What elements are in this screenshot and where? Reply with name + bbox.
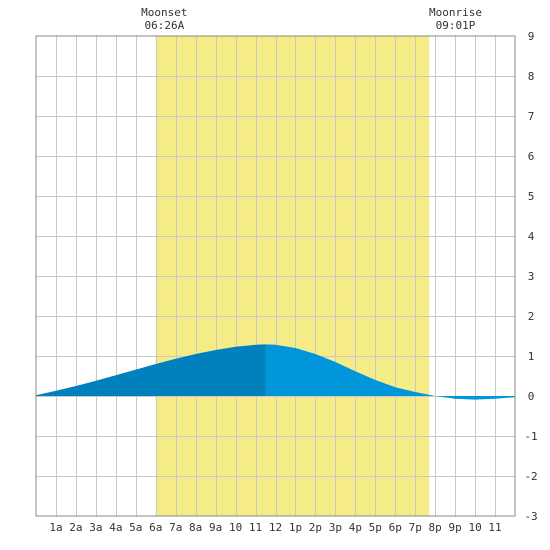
moon-event-time: 06:26A [144, 19, 184, 32]
x-tick-label: 6p [389, 521, 402, 534]
x-tick-label: 1a [49, 521, 62, 534]
y-tick-label: 5 [528, 190, 535, 203]
x-tick-label: 12 [269, 521, 282, 534]
x-tick-label: 1p [289, 521, 302, 534]
plot-frame [35, 35, 516, 517]
y-tick-label: 4 [528, 230, 535, 243]
y-tick-label: 1 [528, 350, 535, 363]
x-tick-label: 8a [189, 521, 202, 534]
x-tick-label: 11 [249, 521, 262, 534]
x-tick-label: 4a [109, 521, 122, 534]
y-tick-label: 0 [528, 390, 535, 403]
x-tick-label: 5p [369, 521, 382, 534]
y-tick-label: 8 [528, 70, 535, 83]
grid-layer [36, 36, 515, 516]
tide-area-rising [36, 344, 266, 396]
moon-event-label: Moonrise [429, 6, 482, 19]
tide-area-layer [36, 344, 515, 400]
y-tick-label: 6 [528, 150, 535, 163]
x-tick-label: 9p [449, 521, 462, 534]
y-tick-label: 3 [528, 270, 535, 283]
tide-area-falling [265, 344, 515, 400]
y-tick-labels: -3 -2 -1 0 1 2 3 4 5 6 7 8 9 [524, 30, 537, 523]
x-tick-label: 3a [89, 521, 102, 534]
x-tick-label: 3p [329, 521, 342, 534]
x-tick-label: 7p [409, 521, 422, 534]
y-tick-label: -2 [524, 470, 537, 483]
y-tick-label: 7 [528, 110, 535, 123]
x-tick-label: 2a [69, 521, 82, 534]
x-tick-label: 8p [429, 521, 442, 534]
moon-event-label: Moonset [141, 6, 187, 19]
y-tick-label: 9 [528, 30, 535, 43]
x-tick-label: 4p [349, 521, 362, 534]
x-tick-label: 5a [129, 521, 142, 534]
y-tick-label: -3 [524, 510, 537, 523]
x-tick-label: 11 [488, 521, 501, 534]
y-tick-label: -1 [524, 430, 537, 443]
moon-event-time: 09:01P [436, 19, 476, 32]
x-tick-labels: 1a 2a 3a 4a 5a 6a 7a 8a 9a 10 11 12 1p 2p 3p 4p 5p 6p 7p 8p… [49, 521, 501, 534]
x-tick-label: 10 [468, 521, 481, 534]
x-tick-label: 7a [169, 521, 182, 534]
x-tick-label: 9a [209, 521, 222, 534]
x-tick-label: 10 [229, 521, 242, 534]
x-tick-label: 2p [309, 521, 322, 534]
x-tick-label: 6a [149, 521, 162, 534]
y-tick-label: 2 [528, 310, 535, 323]
